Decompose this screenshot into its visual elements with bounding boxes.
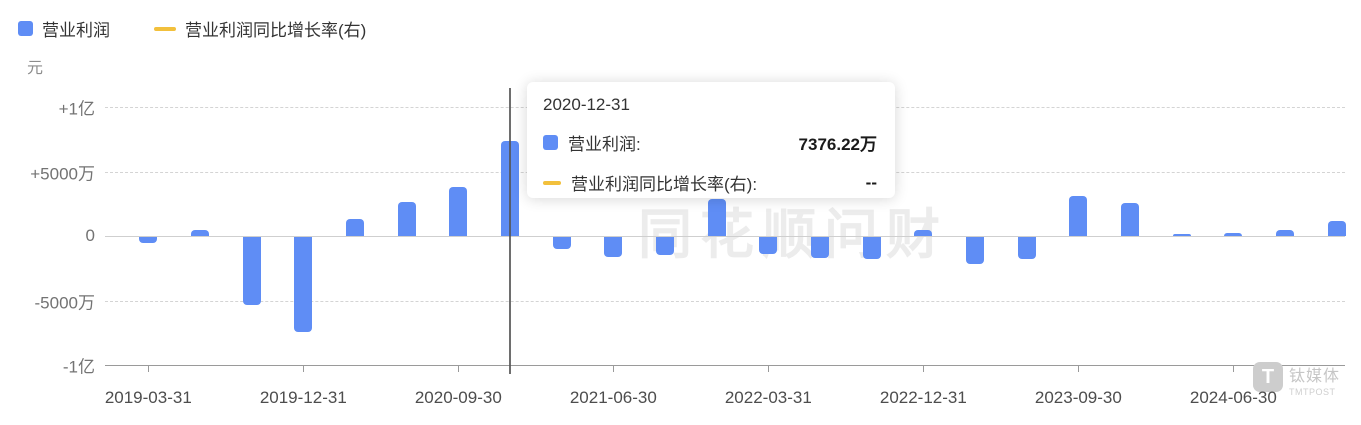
y-axis-tick-label: +5000万 (30, 164, 95, 183)
bar-2020-03-31[interactable] (345, 219, 364, 236)
legend-item-growth-rate[interactable]: 营业利润同比增长率(右) (154, 16, 366, 41)
x-axis-tick (613, 366, 615, 372)
x-axis-tick-label: 2022-03-31 (724, 388, 812, 407)
x-axis-tick-label: 2019-03-31 (104, 388, 192, 407)
gridline (105, 236, 1345, 237)
bar-2019-06-30[interactable] (190, 229, 209, 236)
legend-item-operating-profit[interactable]: 营业利润 (18, 16, 110, 41)
x-axis-tick (1078, 366, 1080, 372)
bar-2019-09-30[interactable] (242, 237, 261, 306)
bar-2023-03-31[interactable] (966, 237, 985, 265)
bar-2022-09-30[interactable] (862, 237, 881, 259)
bar-2021-06-30[interactable] (604, 237, 623, 257)
line-series-icon (543, 180, 561, 185)
line-series-swatch-icon (154, 26, 176, 31)
bar-2024-12-31[interactable] (1327, 220, 1346, 236)
y-axis-tick-label: -1亿 (62, 357, 95, 377)
x-axis-tick (1233, 366, 1235, 372)
tmtpost-logo: T 钛媒体 TMTPOST (1253, 362, 1340, 397)
x-axis-tick (458, 366, 460, 372)
bar-2023-06-30[interactable] (1017, 237, 1036, 259)
x-axis-tick (303, 366, 305, 372)
tooltip: 2020-12-31 营业利润: 7376.22万 营业利润同比增长率(右): … (527, 82, 895, 198)
tooltip-date: 2020-12-31 (543, 95, 630, 114)
bar-2019-12-31[interactable] (294, 237, 313, 333)
legend: 营业利润 营业利润同比增长率(右) (18, 16, 366, 41)
x-axis-tick-label: 2023-09-30 (1034, 388, 1122, 407)
bar-2022-12-31[interactable] (914, 230, 933, 236)
gridline (105, 365, 1345, 366)
tmtpost-sub: TMTPOST (1289, 387, 1336, 397)
tmtpost-name: 钛媒体 (1289, 368, 1341, 385)
crosshair-line (508, 88, 511, 374)
bar-series-icon (543, 135, 558, 150)
x-axis-tick-label: 2021-06-30 (569, 388, 657, 407)
x-axis-tick (148, 366, 150, 372)
x-axis-tick-label: 2024-06-30 (1189, 388, 1277, 407)
legend-label-operating-profit: 营业利润 (42, 21, 110, 40)
tooltip-label-operating-profit: 营业利润: (568, 135, 641, 154)
y-axis-tick-label: 0 (85, 226, 95, 245)
tmtpost-icon: T (1253, 362, 1283, 392)
x-axis-tick (923, 366, 925, 372)
bar-2022-03-31[interactable] (759, 237, 778, 254)
bar-2020-09-30[interactable] (449, 186, 468, 236)
bar-2021-12-31[interactable] (707, 199, 726, 236)
tmtpost-text: 钛媒体 TMTPOST (1289, 362, 1340, 397)
x-axis-tick-label: 2020-09-30 (414, 388, 502, 407)
x-axis-tick (768, 366, 770, 372)
x-axis-tick-label: 2019-12-31 (259, 388, 347, 407)
bar-2020-06-30[interactable] (397, 201, 416, 236)
bar-2023-09-30[interactable] (1069, 196, 1088, 236)
tooltip-row-operating-profit: 营业利润: 7376.22万 (543, 130, 877, 155)
bar-2024-03-31[interactable] (1172, 234, 1191, 236)
tooltip-value-operating-profit: 7376.22万 (798, 135, 877, 154)
bar-2019-03-31[interactable] (139, 237, 158, 244)
bar-2021-09-30[interactable] (656, 237, 674, 256)
bar-2023-12-31[interactable] (1121, 203, 1140, 236)
bar-2021-03-31[interactable] (552, 237, 571, 249)
gridline (105, 300, 1345, 302)
y-axis-tick-label: -5000万 (34, 293, 95, 312)
bar-2024-06-30[interactable] (1224, 232, 1243, 236)
y-axis-tick-label: +1亿 (58, 99, 95, 119)
bar-series-swatch-icon (18, 21, 33, 36)
legend-label-growth-rate: 营业利润同比增长率(右) (185, 21, 367, 40)
tooltip-label-growth-rate: 营业利润同比增长率(右): (571, 175, 758, 194)
bar-2024-09-30[interactable] (1276, 230, 1295, 236)
watermark: 同花顺问财 (638, 205, 948, 265)
tooltip-value-growth-rate: -- (865, 172, 877, 192)
x-axis-tick-label: 2022-12-31 (879, 388, 967, 407)
tooltip-row-growth-rate: 营业利润同比增长率(右): -- (543, 170, 877, 195)
y-axis-unit-label: 元 (27, 60, 44, 77)
bar-2022-06-30[interactable] (811, 237, 829, 258)
